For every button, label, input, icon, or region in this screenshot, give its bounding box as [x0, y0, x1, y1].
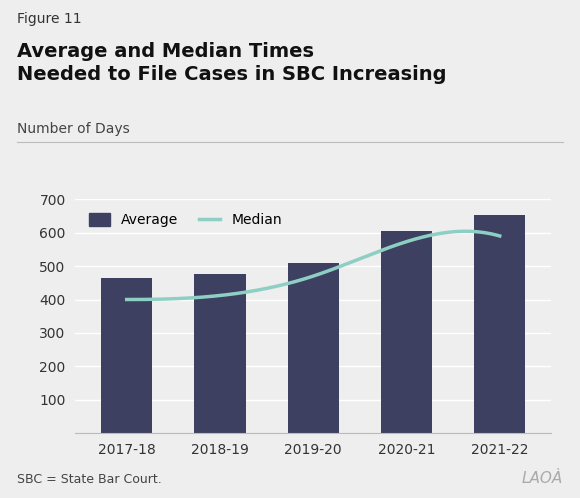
- Bar: [288, 263, 339, 433]
- Text: LAOÀ: LAOÀ: [521, 471, 563, 486]
- Bar: [101, 278, 153, 433]
- Bar: [381, 231, 432, 433]
- Text: SBC = State Bar Court.: SBC = State Bar Court.: [17, 473, 162, 486]
- Text: Figure 11: Figure 11: [17, 12, 82, 26]
- Bar: [194, 274, 245, 433]
- Text: Average and Median Times
Needed to File Cases in SBC Increasing: Average and Median Times Needed to File …: [17, 42, 447, 84]
- Legend: Average, Median: Average, Median: [82, 206, 289, 234]
- Bar: [474, 215, 525, 433]
- Text: Number of Days: Number of Days: [17, 122, 130, 136]
